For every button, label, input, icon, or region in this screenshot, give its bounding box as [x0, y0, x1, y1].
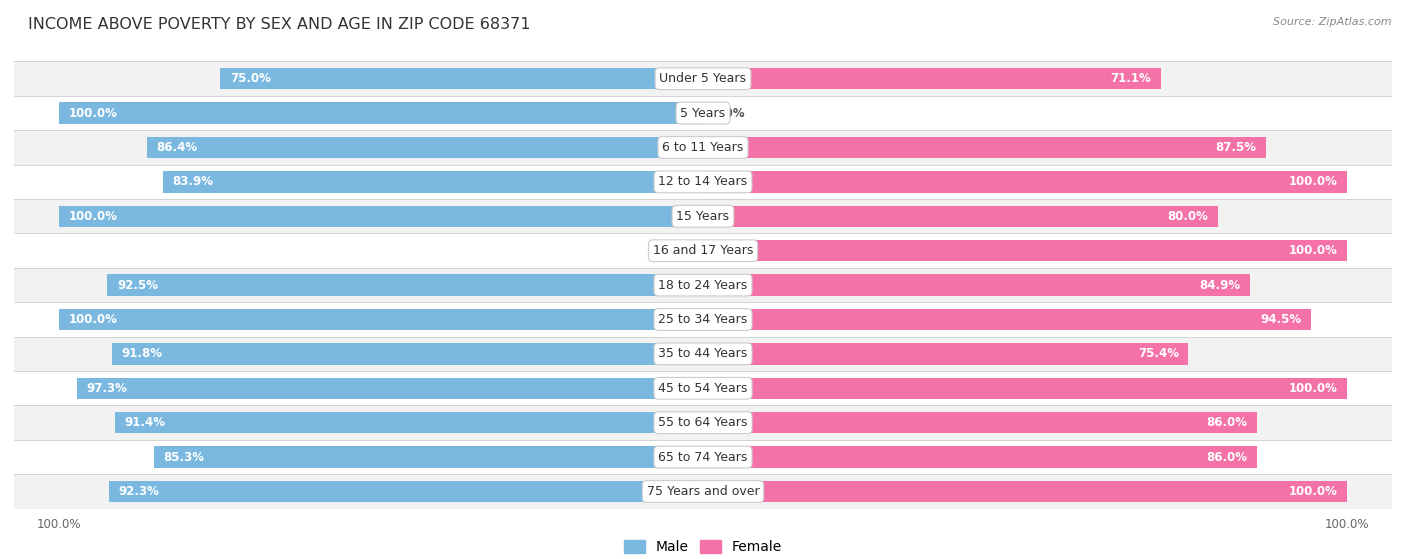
- Text: 16 and 17 Years: 16 and 17 Years: [652, 244, 754, 257]
- Text: 45 to 54 Years: 45 to 54 Years: [658, 382, 748, 395]
- Text: 65 to 74 Years: 65 to 74 Years: [658, 451, 748, 463]
- Bar: [59, 102, 703, 124]
- Text: 100.0%: 100.0%: [69, 313, 118, 326]
- Bar: [114, 412, 703, 433]
- Text: 85.3%: 85.3%: [163, 451, 204, 463]
- Text: 75.0%: 75.0%: [229, 72, 270, 85]
- Bar: [14, 268, 1392, 302]
- Bar: [76, 378, 703, 399]
- Text: 35 to 44 Years: 35 to 44 Years: [658, 347, 748, 361]
- Text: 71.1%: 71.1%: [1111, 72, 1152, 85]
- Bar: [14, 440, 1392, 474]
- Bar: [703, 412, 1257, 433]
- Text: 94.5%: 94.5%: [1261, 313, 1302, 326]
- Text: 100.0%: 100.0%: [1288, 485, 1337, 498]
- Text: 91.4%: 91.4%: [124, 416, 165, 429]
- Text: 100.0%: 100.0%: [69, 107, 118, 120]
- Text: 12 to 14 Years: 12 to 14 Years: [658, 176, 748, 188]
- Text: 100.0%: 100.0%: [69, 210, 118, 223]
- Bar: [221, 68, 703, 89]
- Bar: [153, 447, 703, 468]
- Text: 100.0%: 100.0%: [1288, 244, 1337, 257]
- Bar: [703, 274, 1250, 296]
- Text: 86.0%: 86.0%: [1206, 416, 1247, 429]
- Text: 92.3%: 92.3%: [118, 485, 159, 498]
- Bar: [703, 137, 1267, 158]
- Text: 80.0%: 80.0%: [1167, 210, 1208, 223]
- Bar: [14, 405, 1392, 440]
- Text: 86.4%: 86.4%: [156, 141, 197, 154]
- Bar: [703, 68, 1161, 89]
- Legend: Male, Female: Male, Female: [619, 535, 787, 559]
- Text: 75 Years and over: 75 Years and over: [647, 485, 759, 498]
- Bar: [163, 171, 703, 192]
- Bar: [14, 474, 1392, 509]
- Text: 91.8%: 91.8%: [121, 347, 163, 361]
- Text: 100.0%: 100.0%: [1288, 382, 1337, 395]
- Text: 0.0%: 0.0%: [713, 107, 745, 120]
- Bar: [59, 206, 703, 227]
- Text: 92.5%: 92.5%: [117, 278, 157, 292]
- Bar: [14, 61, 1392, 96]
- Bar: [703, 378, 1347, 399]
- Bar: [703, 447, 1257, 468]
- Text: INCOME ABOVE POVERTY BY SEX AND AGE IN ZIP CODE 68371: INCOME ABOVE POVERTY BY SEX AND AGE IN Z…: [28, 17, 530, 32]
- Bar: [703, 206, 1218, 227]
- Text: 55 to 64 Years: 55 to 64 Years: [658, 416, 748, 429]
- Text: 84.9%: 84.9%: [1199, 278, 1240, 292]
- Text: 0.0%: 0.0%: [661, 244, 693, 257]
- Text: 87.5%: 87.5%: [1216, 141, 1257, 154]
- Text: 5 Years: 5 Years: [681, 107, 725, 120]
- Bar: [14, 165, 1392, 199]
- Text: Under 5 Years: Under 5 Years: [659, 72, 747, 85]
- Bar: [112, 343, 703, 364]
- Bar: [703, 240, 1347, 262]
- Text: 18 to 24 Years: 18 to 24 Years: [658, 278, 748, 292]
- Bar: [14, 302, 1392, 337]
- Text: 25 to 34 Years: 25 to 34 Years: [658, 313, 748, 326]
- Text: Source: ZipAtlas.com: Source: ZipAtlas.com: [1274, 17, 1392, 27]
- Text: 6 to 11 Years: 6 to 11 Years: [662, 141, 744, 154]
- Bar: [59, 309, 703, 330]
- Text: 100.0%: 100.0%: [1288, 176, 1337, 188]
- Bar: [14, 199, 1392, 234]
- Text: 75.4%: 75.4%: [1137, 347, 1178, 361]
- Text: 15 Years: 15 Years: [676, 210, 730, 223]
- Bar: [146, 137, 703, 158]
- Bar: [703, 481, 1347, 502]
- Text: 86.0%: 86.0%: [1206, 451, 1247, 463]
- Bar: [14, 96, 1392, 130]
- Bar: [703, 343, 1188, 364]
- Bar: [108, 481, 703, 502]
- Bar: [703, 171, 1347, 192]
- Bar: [14, 337, 1392, 371]
- Text: 83.9%: 83.9%: [173, 176, 214, 188]
- Bar: [14, 234, 1392, 268]
- Bar: [14, 371, 1392, 405]
- Text: 97.3%: 97.3%: [86, 382, 127, 395]
- Bar: [703, 309, 1312, 330]
- Bar: [14, 130, 1392, 165]
- Bar: [107, 274, 703, 296]
